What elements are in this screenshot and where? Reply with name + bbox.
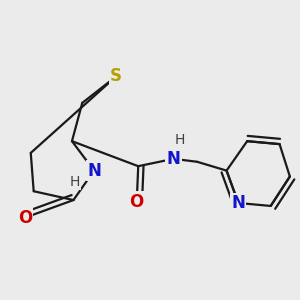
Text: H: H [70, 176, 80, 189]
Text: N: N [87, 162, 101, 180]
Text: S: S [110, 68, 122, 85]
Text: N: N [231, 194, 245, 212]
Text: O: O [130, 193, 144, 211]
Text: H: H [174, 133, 184, 147]
Text: O: O [18, 209, 32, 227]
Text: N: N [167, 150, 181, 168]
